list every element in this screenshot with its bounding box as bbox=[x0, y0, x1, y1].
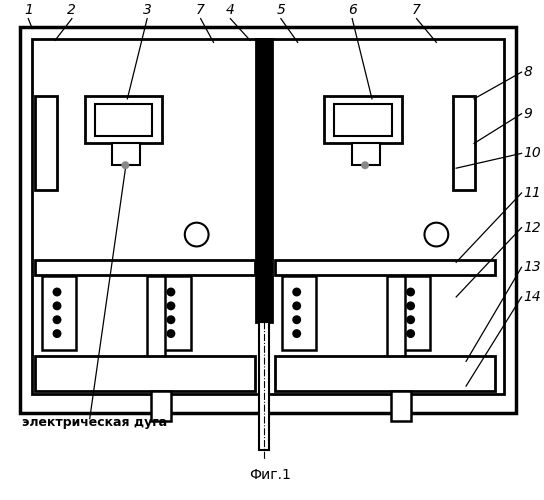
Bar bbox=[282, 276, 316, 350]
Bar bbox=[35, 260, 255, 275]
Circle shape bbox=[292, 288, 301, 296]
Circle shape bbox=[121, 162, 129, 169]
Circle shape bbox=[53, 288, 61, 296]
Text: электрическая дуга: электрическая дуга bbox=[22, 416, 168, 429]
Bar bbox=[275, 260, 495, 275]
Bar bbox=[397, 276, 430, 350]
Bar bbox=[95, 104, 152, 136]
Bar bbox=[151, 391, 171, 421]
Circle shape bbox=[53, 316, 61, 324]
Circle shape bbox=[424, 222, 448, 246]
Bar bbox=[35, 356, 255, 391]
Text: Фиг.1: Фиг.1 bbox=[249, 468, 291, 482]
Text: 12: 12 bbox=[523, 220, 541, 234]
Circle shape bbox=[185, 222, 208, 246]
Bar bbox=[20, 26, 516, 413]
Text: 6: 6 bbox=[348, 2, 357, 16]
Bar bbox=[157, 276, 191, 350]
Circle shape bbox=[406, 288, 415, 296]
Bar bbox=[32, 40, 504, 394]
Text: 8: 8 bbox=[523, 65, 533, 79]
Circle shape bbox=[406, 329, 415, 338]
Circle shape bbox=[166, 329, 175, 338]
Bar bbox=[453, 96, 475, 190]
Text: 3: 3 bbox=[143, 2, 152, 16]
Text: 1: 1 bbox=[24, 2, 33, 16]
Text: 10: 10 bbox=[523, 146, 541, 160]
Circle shape bbox=[166, 288, 175, 296]
Bar bbox=[259, 322, 269, 450]
Text: 4: 4 bbox=[226, 2, 235, 16]
Text: 13: 13 bbox=[523, 260, 541, 274]
Circle shape bbox=[166, 316, 175, 324]
Circle shape bbox=[53, 302, 61, 310]
Circle shape bbox=[292, 316, 301, 324]
Bar bbox=[256, 40, 272, 322]
Text: 14: 14 bbox=[523, 290, 541, 304]
Bar bbox=[35, 96, 57, 190]
Circle shape bbox=[292, 302, 301, 310]
Circle shape bbox=[292, 329, 301, 338]
Bar bbox=[147, 276, 165, 375]
Text: 9: 9 bbox=[523, 106, 533, 120]
Text: 5: 5 bbox=[276, 2, 285, 16]
Bar bbox=[352, 144, 380, 165]
Bar bbox=[391, 391, 411, 421]
Circle shape bbox=[361, 162, 369, 169]
Bar bbox=[335, 104, 392, 136]
Circle shape bbox=[406, 316, 415, 324]
Bar bbox=[275, 356, 495, 391]
Bar bbox=[113, 144, 140, 165]
Text: 7: 7 bbox=[196, 2, 205, 16]
Bar bbox=[85, 96, 162, 144]
Bar bbox=[42, 276, 76, 350]
Bar bbox=[387, 276, 405, 375]
Text: 11: 11 bbox=[523, 186, 541, 200]
Circle shape bbox=[53, 329, 61, 338]
Circle shape bbox=[166, 302, 175, 310]
Bar bbox=[324, 96, 401, 144]
Text: 7: 7 bbox=[412, 2, 421, 16]
Circle shape bbox=[406, 302, 415, 310]
Text: 2: 2 bbox=[67, 2, 76, 16]
